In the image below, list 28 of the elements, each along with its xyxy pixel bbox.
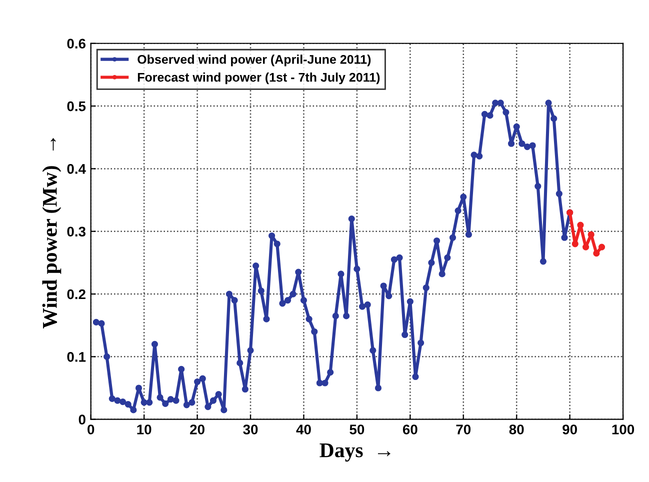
y-tick-label: 0.5 <box>67 101 86 112</box>
legend-label: Forecast wind power (1st - 7th July 2011) <box>138 72 380 84</box>
y-tick-label: 0.1 <box>67 352 86 362</box>
x-tick-label: 100 <box>612 424 634 434</box>
point <box>588 231 594 238</box>
y-tick-label: 0 <box>78 414 86 425</box>
x-tick-label: 50 <box>350 424 364 434</box>
point <box>572 240 578 248</box>
x-tick-label: 80 <box>509 424 524 434</box>
y-tick-label: 0.3 <box>67 226 86 237</box>
x-tick-label: 0 <box>88 424 94 434</box>
x-tick-label: 90 <box>562 424 577 434</box>
x-tick-label: 40 <box>296 424 311 434</box>
x-tick-label: 30 <box>243 424 258 434</box>
y-tick-label: 0.6 <box>67 38 86 49</box>
x-tick-label: 60 <box>402 424 418 434</box>
x-tick-label: 10 <box>137 424 152 434</box>
y-tick-label: 0.2 <box>67 289 86 300</box>
y-axis-title: Wind power (Mw) → <box>42 138 62 328</box>
x-axis-title: Days → <box>320 443 390 462</box>
legend-label: Observed wind power (April-June 2011) <box>138 54 371 66</box>
point <box>582 244 590 250</box>
x-tick-label: 70 <box>456 424 471 434</box>
point <box>593 250 600 257</box>
point <box>598 244 606 250</box>
point <box>577 222 584 228</box>
y-tick-label: 0.4 <box>67 164 86 174</box>
x-tick-label: 20 <box>190 424 204 434</box>
